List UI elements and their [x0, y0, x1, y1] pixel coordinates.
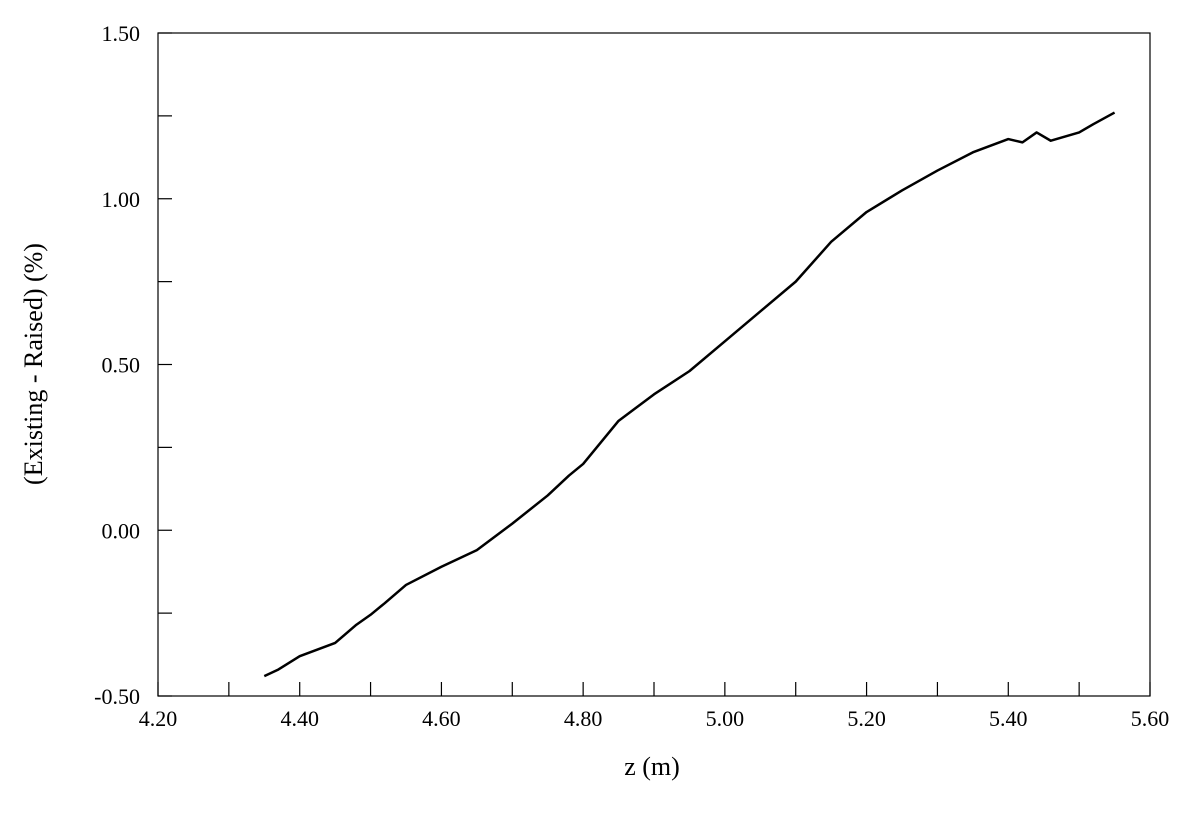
plot-frame	[157, 32, 1151, 697]
y-tick-label: 1.00	[102, 187, 141, 212]
x-tick-label: 4.60	[422, 706, 461, 731]
y-tick-label: -0.50	[94, 684, 140, 709]
y-tick-label: 1.50	[102, 21, 141, 46]
x-tick-label: 4.80	[564, 706, 603, 731]
x-tick-label: 4.40	[280, 706, 319, 731]
x-axis-label: z (m)	[624, 752, 680, 781]
x-tick-label: 5.40	[989, 706, 1028, 731]
x-tick-label: 5.20	[847, 706, 886, 731]
y-tick-label: 0.50	[102, 353, 141, 378]
data-line	[263, 111, 1116, 678]
x-tick-label: 4.20	[139, 706, 178, 731]
y-axis-label: (Existing - Raised) (%)	[19, 243, 48, 485]
x-tick-label: 5.00	[706, 706, 745, 731]
x-tick-label: 5.60	[1131, 706, 1170, 731]
y-tick-label: 0.00	[102, 518, 141, 543]
